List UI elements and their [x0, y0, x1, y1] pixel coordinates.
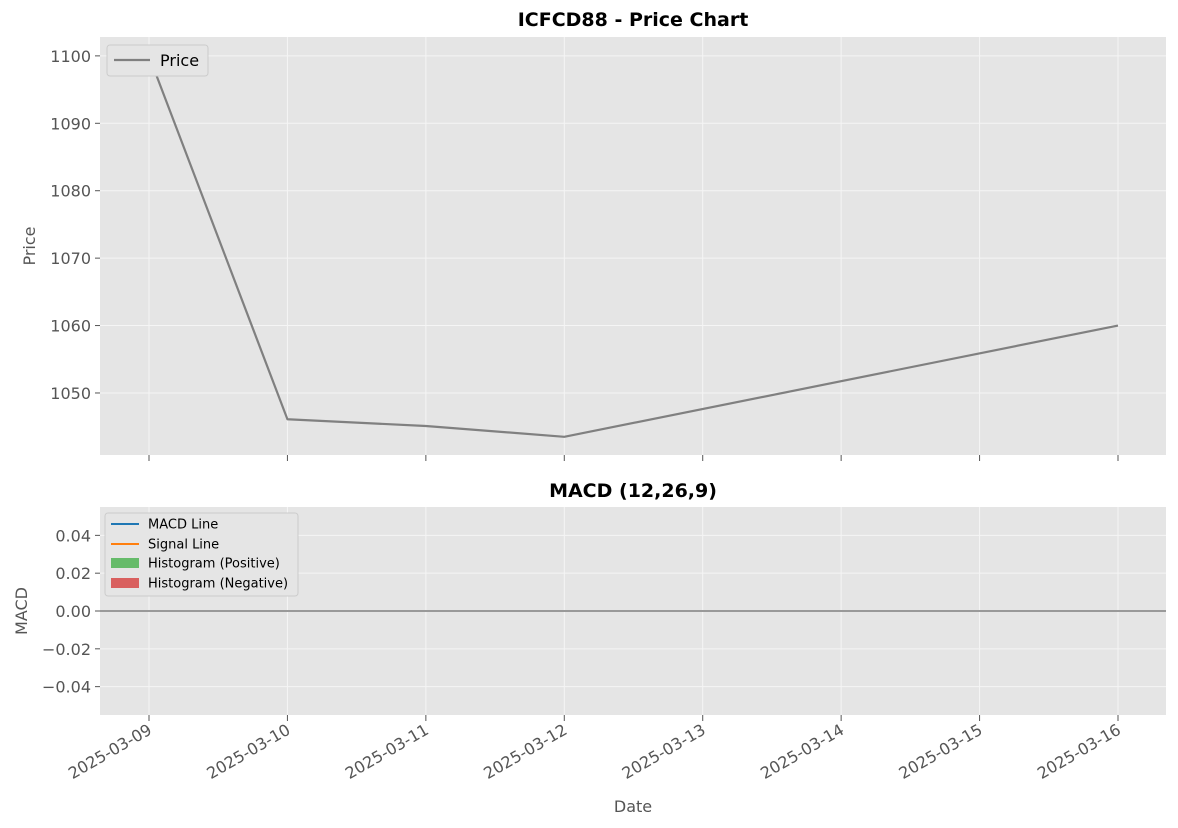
macd-legend-box [104, 512, 299, 597]
price-ytick-label: 1100 [50, 47, 91, 66]
macd-legend-label: Signal Line [148, 538, 219, 553]
price-chart-title: ICFCD88 - Price Chart [518, 9, 749, 31]
macd-xtick-label: 2025-03-13 [619, 720, 709, 783]
price-ytick-label: 1050 [50, 384, 91, 403]
macd-ytick-label: −0.02 [42, 640, 91, 659]
macd-xtick-label: 2025-03-09 [65, 720, 155, 783]
macd-legend: MACD Line Signal Line Histogram (Positive)… [104, 512, 299, 597]
macd-legend-label: Histogram (Positive) [148, 557, 280, 572]
macd-legend-swatch [111, 558, 139, 568]
macd-xtick-label: 2025-03-16 [1034, 720, 1124, 783]
macd-legend-label: MACD Line [148, 518, 218, 533]
macd-y-axis-label: MACD [12, 587, 31, 635]
macd-chart-title: MACD (12,26,9) [549, 480, 717, 502]
macd-ytick-label: 0.00 [55, 602, 91, 621]
macd-xtick-label: 2025-03-11 [342, 720, 432, 783]
macd-xtick-label: 2025-03-12 [480, 720, 570, 783]
macd-xtick-label: 2025-03-15 [896, 720, 986, 783]
macd-legend-label: Histogram (Negative) [148, 577, 288, 592]
macd-ytick-label: 0.02 [55, 564, 91, 583]
price-ytick-label: 1090 [50, 114, 91, 133]
price-legend-label: Price [160, 51, 199, 70]
macd-ytick-label: 0.04 [55, 526, 91, 545]
price-legend: Price [106, 44, 209, 77]
price-y-axis-label: Price [20, 226, 39, 265]
price-ytick-label: 1060 [50, 317, 91, 336]
macd-ytick-label: −0.04 [42, 678, 91, 697]
macd-xtick-label: 2025-03-14 [757, 720, 847, 783]
price-ytick-label: 1070 [50, 249, 91, 268]
x-axis-label: Date [614, 797, 652, 816]
macd-legend-swatch [111, 578, 139, 588]
price-legend-box [106, 44, 209, 77]
price-ytick-label: 1080 [50, 182, 91, 201]
macd-xtick-label: 2025-03-10 [203, 720, 293, 783]
price-plot-area [100, 37, 1166, 455]
